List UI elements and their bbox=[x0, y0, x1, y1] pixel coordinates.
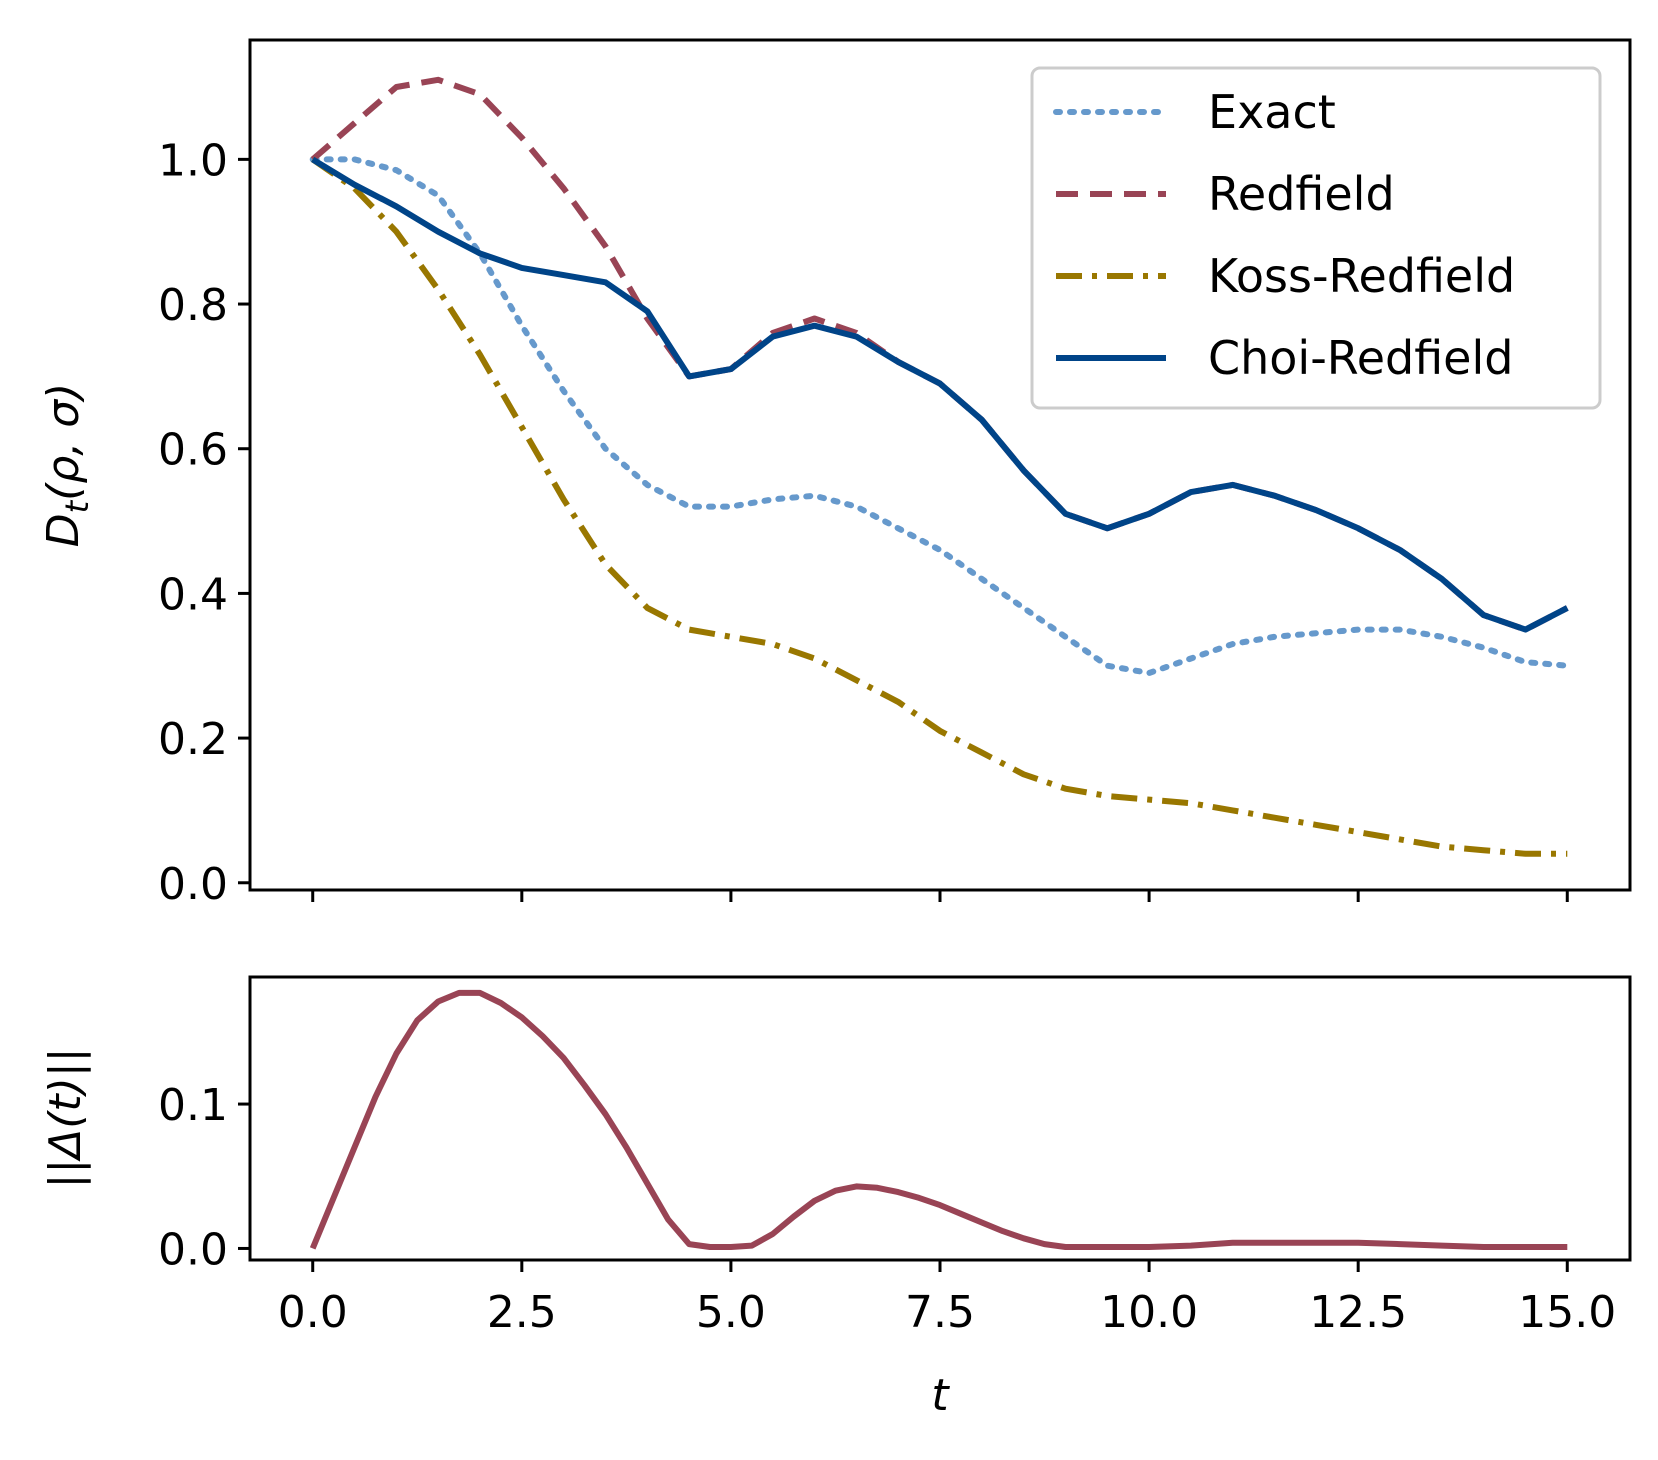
legend-label-3: Choi-Redfield bbox=[1208, 331, 1513, 385]
y-tick-label-0-3: 0.6 bbox=[158, 425, 228, 476]
legend-label-0: Exact bbox=[1208, 85, 1336, 139]
x-tick-label-1-3: 7.5 bbox=[905, 1287, 975, 1338]
series-line-0-2 bbox=[310, 156, 1568, 857]
x-tick-label-1-0: 0.0 bbox=[278, 1287, 348, 1338]
series-line-0-3 bbox=[311, 156, 1569, 633]
series-line-1-0 bbox=[309, 989, 1568, 1250]
x-tick-label-1-4: 10.0 bbox=[1100, 1287, 1198, 1338]
x-tick-label-1-2: 5.0 bbox=[696, 1287, 766, 1338]
top-y-axis-label: Dt(ρ, σ) bbox=[38, 383, 96, 548]
top-panel: 0.0 0.2 0.4 0.6 0.8 1.0 Dt(ρ, σ) bbox=[38, 38, 1632, 910]
x-tick-label-1-6: 15.0 bbox=[1518, 1287, 1616, 1338]
y-tick-label-0-0: 0.0 bbox=[158, 859, 228, 910]
x-axis-label: t bbox=[931, 1370, 950, 1421]
legend-frame bbox=[1030, 66, 1602, 410]
legend-label-2: Koss-Redfield bbox=[1208, 249, 1515, 303]
series-line-0-0 bbox=[309, 156, 1571, 676]
bottom-y-axis-label: ||Δ(t)|| bbox=[40, 1048, 91, 1189]
y-tick-label-0-1: 0.2 bbox=[158, 714, 228, 765]
x-tick-label-1-1: 2.5 bbox=[487, 1287, 557, 1338]
x-tick-label-1-5: 12.5 bbox=[1309, 1287, 1407, 1338]
y-tick-label-0-2: 0.4 bbox=[158, 569, 228, 620]
legend: Exact Redfield Koss-Redfield Choi-Redfield bbox=[1030, 66, 1602, 410]
legend-label-1: Redfield bbox=[1208, 167, 1395, 221]
y-tick-label-0-5: 1.0 bbox=[158, 135, 228, 186]
bottom-axes-frame bbox=[248, 975, 1632, 1262]
y-tick-label-1-0: 0.0 bbox=[158, 1224, 228, 1275]
y-tick-label-0-4: 0.8 bbox=[158, 280, 228, 331]
bottom-panel: 0.0 0.1 0.0 2.5 5.0 7.5 10.0 12.5 15.0 ||Δ(t)||… bbox=[40, 975, 1632, 1421]
y-tick-label-1-1: 0.1 bbox=[158, 1080, 228, 1131]
